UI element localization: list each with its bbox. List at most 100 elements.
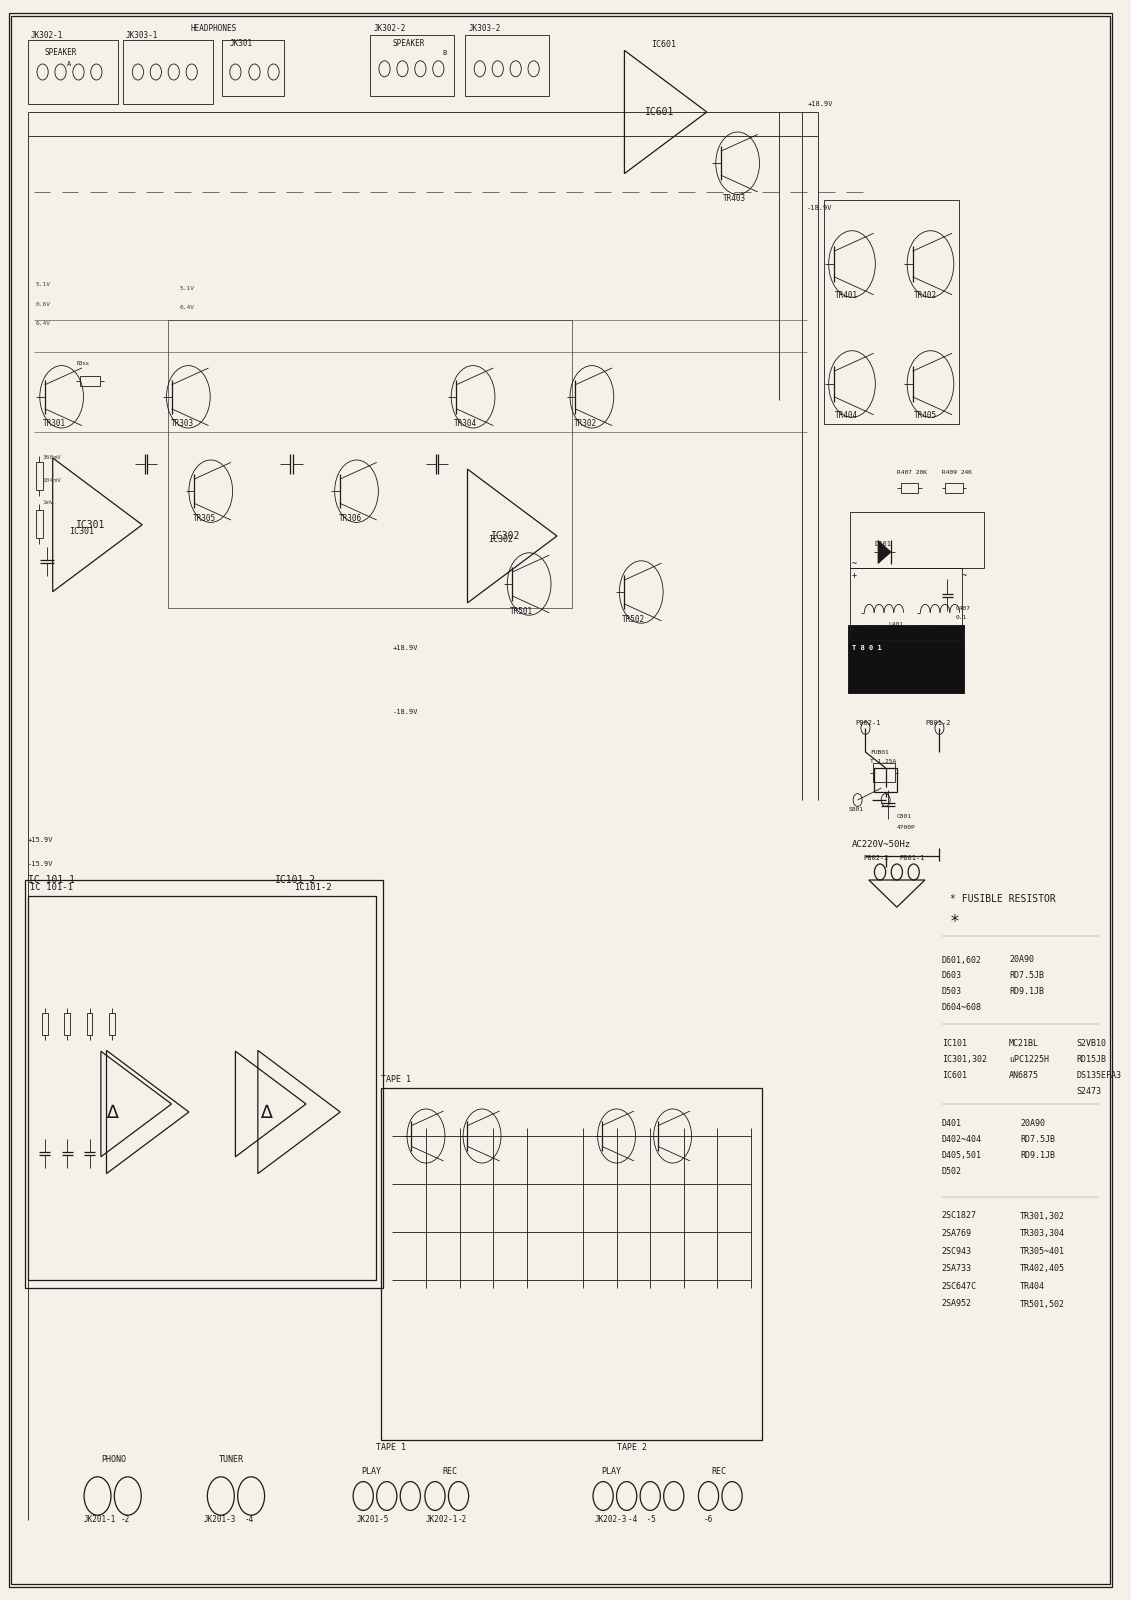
Text: +: + [852,571,857,581]
Text: TR405: TR405 [914,411,936,421]
Text: PLAY: PLAY [601,1467,621,1477]
Text: RD15JB: RD15JB [1077,1054,1106,1064]
Text: TR306: TR306 [338,514,362,523]
Text: TR305~401: TR305~401 [1020,1246,1065,1256]
Text: * FUSIBLE RESISTOR: * FUSIBLE RESISTOR [950,894,1055,904]
Text: IC 101-1: IC 101-1 [31,883,74,893]
Text: TR303,304: TR303,304 [1020,1229,1065,1238]
Bar [36,510,43,538]
Text: 2SC1827: 2SC1827 [942,1211,977,1221]
Text: JK302-1: JK302-1 [31,30,62,40]
Text: TR501: TR501 [510,606,533,616]
Text: P802-2: P802-2 [863,854,889,861]
Text: TAPE 1: TAPE 1 [381,1075,412,1085]
Bar [873,763,895,782]
Text: P802-1: P802-1 [855,720,881,726]
Text: D402~404: D402~404 [942,1134,982,1144]
Text: 0.1: 0.1 [956,614,966,621]
Text: HEADPHONES: HEADPHONES [191,24,236,34]
Text: IC101-2: IC101-2 [294,883,331,893]
Text: JK201-3: JK201-3 [204,1515,236,1525]
Bar [87,1013,93,1035]
Text: JK202-3: JK202-3 [594,1515,627,1525]
Text: -15.9V: -15.9V [28,861,53,867]
Text: P001-1: P001-1 [917,624,940,630]
Text: TR404: TR404 [835,411,858,421]
Bar [900,483,918,493]
Text: ∆: ∆ [260,1102,271,1122]
Text: TR304: TR304 [454,419,477,429]
Text: T 1.25A: T 1.25A [870,758,896,765]
Bar [28,896,375,1280]
Bar [28,40,118,104]
Text: 5.1V: 5.1V [180,285,195,291]
Text: 20A90: 20A90 [1020,1118,1045,1128]
Text: ~: ~ [961,571,967,581]
Text: S801: S801 [848,806,864,813]
Bar [849,568,961,640]
Text: DS135EFA3: DS135EFA3 [1077,1070,1121,1080]
Text: -2: -2 [121,1515,130,1525]
Text: TR502: TR502 [622,614,646,624]
Bar [42,1013,48,1035]
Text: D601,602: D601,602 [942,955,982,965]
Text: IC 101-1: IC 101-1 [28,875,75,885]
Bar [849,627,961,691]
Bar [169,320,572,608]
Text: TR501,502: TR501,502 [1020,1299,1065,1309]
Text: IC601: IC601 [651,40,676,50]
Text: IC302: IC302 [491,531,520,541]
Text: AC220V~50Hz: AC220V~50Hz [852,840,912,850]
Text: TAPE 2: TAPE 2 [616,1443,647,1453]
Text: D401: D401 [874,541,891,547]
Text: TR402,405: TR402,405 [1020,1264,1065,1274]
Text: D603: D603 [942,971,961,981]
Text: S2VB10: S2VB10 [1077,1038,1106,1048]
Text: REC: REC [443,1467,458,1477]
Text: R3xx: R3xx [76,360,89,366]
Text: IC101: IC101 [942,1038,967,1048]
Bar [874,768,897,792]
Bar [465,35,550,96]
Text: T 8 0 1: T 8 0 1 [852,645,882,651]
Text: P801-2: P801-2 [925,720,950,726]
Text: TR404: TR404 [1020,1282,1045,1291]
Text: L401: L401 [888,621,903,627]
Text: 2SA733: 2SA733 [942,1264,972,1274]
Text: IC301: IC301 [69,526,95,536]
Text: 2SC647C: 2SC647C [942,1282,977,1291]
Text: IC601: IC601 [942,1070,967,1080]
Bar [824,200,958,424]
Text: TUNER: TUNER [218,1454,243,1464]
Text: FUB01: FUB01 [870,749,889,755]
Text: *: * [950,912,959,931]
Text: JK201-5: JK201-5 [356,1515,389,1525]
Text: TR301: TR301 [43,419,66,429]
Bar [80,376,100,386]
Text: P001-2: P001-2 [861,624,883,630]
Text: 6.4V: 6.4V [36,320,51,326]
Text: 104mV: 104mV [43,477,61,483]
Text: S2473: S2473 [1077,1086,1102,1096]
Bar [222,40,284,96]
Text: TR301,302: TR301,302 [1020,1211,1065,1221]
Text: MC21BL: MC21BL [1009,1038,1039,1048]
Text: 0.6V: 0.6V [36,301,51,307]
Text: ∆: ∆ [106,1102,118,1122]
Text: TR305: TR305 [192,514,216,523]
Text: B: B [443,50,447,56]
Bar [123,40,213,104]
Text: RD9.1JB: RD9.1JB [1009,987,1044,997]
Text: +15.9V: +15.9V [28,837,53,843]
Text: IC601: IC601 [645,107,674,117]
Text: PLAY: PLAY [361,1467,381,1477]
Text: +18.9V: +18.9V [392,645,417,651]
Bar [25,880,383,1288]
Bar [36,462,43,490]
Text: RD7.5JB: RD7.5JB [1020,1134,1055,1144]
Text: IC302: IC302 [487,534,512,544]
Text: -18.9V: -18.9V [808,205,832,211]
Text: IC301,302: IC301,302 [942,1054,986,1064]
Text: D401: D401 [942,1118,961,1128]
Text: RD7.5JB: RD7.5JB [1009,971,1044,981]
